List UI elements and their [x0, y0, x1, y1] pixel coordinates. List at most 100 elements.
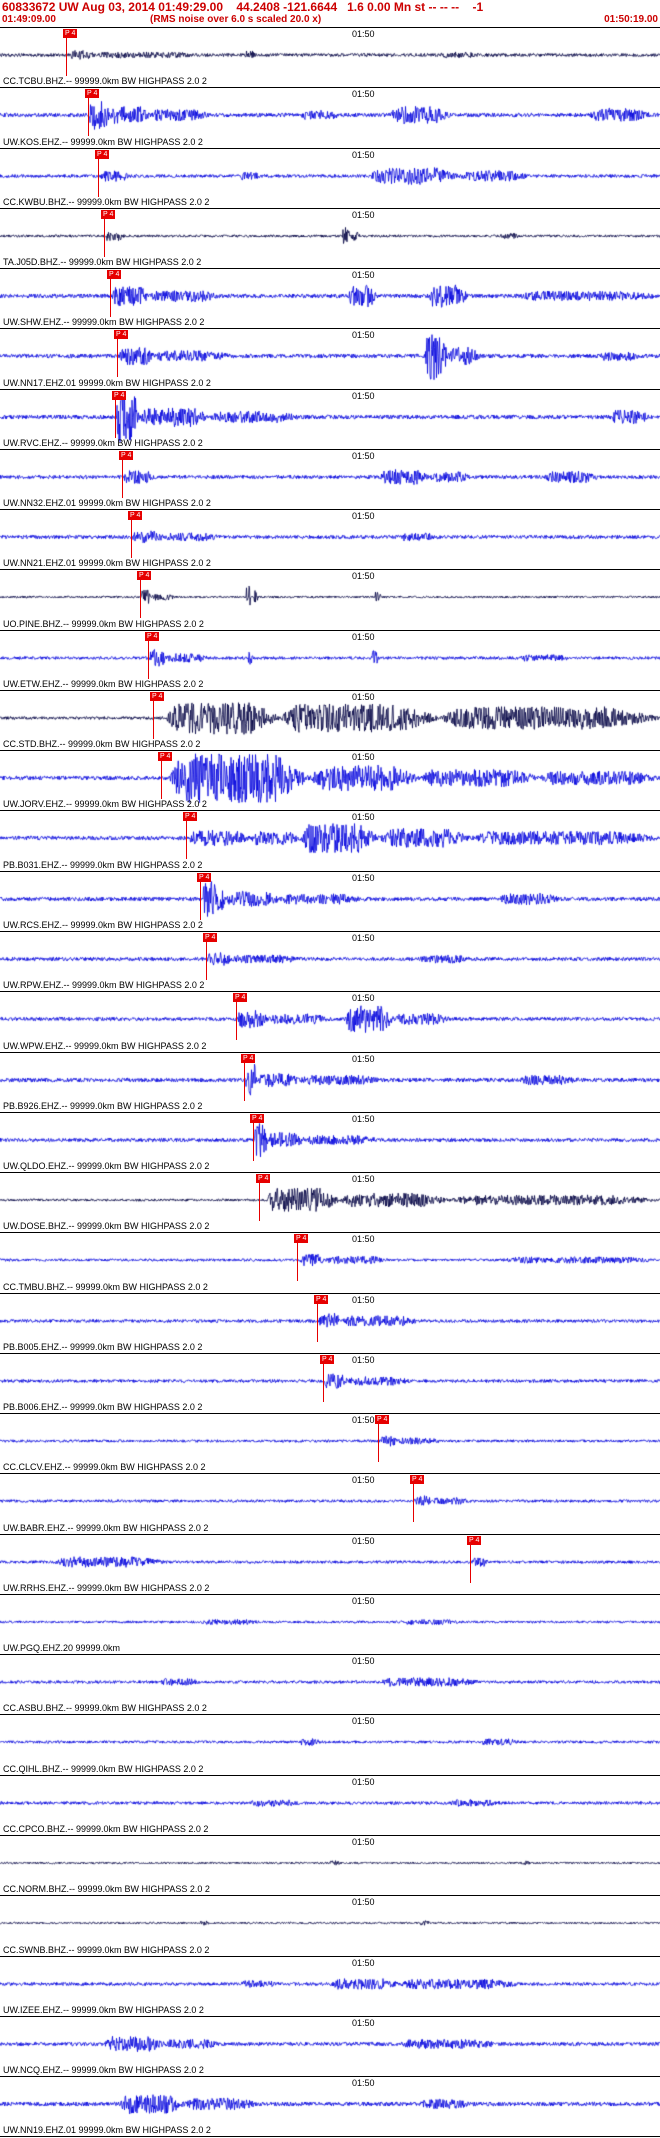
- pick-flag[interactable]: P 4: [137, 571, 152, 581]
- seismogram-waveform[interactable]: [0, 1052, 660, 1112]
- pick-flag[interactable]: P 4: [375, 1415, 390, 1425]
- pick-flag[interactable]: P 4: [203, 932, 218, 942]
- time-tick-label: 01:50: [352, 149, 375, 160]
- station-label[interactable]: UW.NCQ.EHZ.-- 99999.0km BW HIGHPASS 2.0 …: [3, 2065, 204, 2076]
- pick-flag[interactable]: P 4: [197, 872, 212, 882]
- time-tick-label: 01:50: [352, 330, 375, 341]
- pick-flag[interactable]: P 4: [95, 149, 110, 159]
- station-label[interactable]: UW.PGQ.EHZ.20 99999.0km: [3, 1643, 121, 1654]
- station-label[interactable]: UW.WPW.EHZ.-- 99999.0km BW HIGHPASS 2.0 …: [3, 1040, 207, 1051]
- seismogram-waveform[interactable]: [0, 389, 660, 449]
- station-label[interactable]: TA.J05D.BHZ.-- 99999.0km BW HIGHPASS 2.0…: [3, 257, 202, 268]
- pick-line-marker: [117, 338, 118, 378]
- pick-flag[interactable]: P 4: [85, 89, 100, 99]
- seismogram-waveform[interactable]: [0, 1112, 660, 1173]
- seismogram-waveform[interactable]: [0, 992, 660, 1052]
- seismogram-waveform[interactable]: [0, 1534, 660, 1594]
- pick-flag[interactable]: P 4: [241, 1053, 256, 1063]
- seismogram-waveform[interactable]: [0, 570, 660, 630]
- station-label[interactable]: PB.B926.EHZ.-- 99999.0km BW HIGHPASS 2.0…: [3, 1100, 203, 1111]
- pick-flag[interactable]: P 4: [250, 1113, 265, 1123]
- seismogram-waveform[interactable]: [0, 1233, 660, 1293]
- seismogram-waveform[interactable]: [0, 1715, 660, 1775]
- station-label[interactable]: PB.B006.EHZ.-- 99999.0km BW HIGHPASS 2.0…: [3, 1402, 203, 1413]
- pick-flag[interactable]: P 4: [112, 390, 127, 400]
- seismogram-waveform[interactable]: [0, 449, 660, 510]
- pick-flag[interactable]: P 4: [320, 1354, 335, 1364]
- station-label[interactable]: CC.TMBU.BHZ.-- 99999.0km BW HIGHPASS 2.0…: [3, 1281, 208, 1292]
- pick-flag[interactable]: P 4: [119, 450, 134, 460]
- station-label[interactable]: UW.ETW.EHZ.-- 99999.0km BW HIGHPASS 2.0 …: [3, 678, 204, 689]
- seismogram-waveform[interactable]: [0, 871, 660, 931]
- pick-flag[interactable]: P 4: [101, 209, 116, 219]
- station-label[interactable]: CC.QIHL.BHZ.-- 99999.0km BW HIGHPASS 2.0…: [3, 1763, 204, 1774]
- seismogram-waveform[interactable]: [0, 1775, 660, 1835]
- pick-flag[interactable]: P 4: [183, 812, 198, 822]
- pick-flag[interactable]: P 4: [150, 691, 165, 701]
- station-label[interactable]: CC.NORM.BHZ.-- 99999.0km BW HIGHPASS 2.0…: [3, 1884, 210, 1895]
- seismogram-waveform[interactable]: [0, 751, 660, 811]
- window-start-time: 01:49:09.00: [2, 14, 56, 25]
- pick-flag[interactable]: P 4: [145, 631, 160, 641]
- seismogram-waveform[interactable]: [0, 1293, 660, 1353]
- seismogram-waveform[interactable]: [0, 510, 660, 570]
- seismogram-waveform[interactable]: [0, 1594, 660, 1655]
- station-label[interactable]: UW.NN17.EHZ.01 99999.0km BW HIGHPASS 2.0…: [3, 377, 211, 388]
- station-label[interactable]: UW.JORV.EHZ.-- 99999.0km BW HIGHPASS 2.0…: [3, 799, 207, 810]
- seismogram-waveform[interactable]: [0, 931, 660, 992]
- seismogram-waveform[interactable]: [0, 148, 660, 208]
- pick-flag[interactable]: P 4: [114, 330, 129, 340]
- station-label[interactable]: UW.DOSE.BHZ.-- 99999.0km BW HIGHPASS 2.0…: [3, 1221, 210, 1232]
- station-label[interactable]: CC.ASBU.BHZ.-- 99999.0km BW HIGHPASS 2.0…: [3, 1703, 207, 1714]
- station-label[interactable]: PB.B005.EHZ.-- 99999.0km BW HIGHPASS 2.0…: [3, 1341, 203, 1352]
- station-label[interactable]: CC.SWNB.BHZ.-- 99999.0km BW HIGHPASS 2.0…: [3, 1944, 210, 1955]
- seismogram-waveform[interactable]: [0, 2016, 660, 2077]
- pick-flag[interactable]: P 4: [467, 1535, 482, 1545]
- pick-flag[interactable]: P 4: [233, 993, 248, 1003]
- seismogram-waveform[interactable]: [0, 1414, 660, 1474]
- station-label[interactable]: UW.NN21.EHZ.01 99999.0km BW HIGHPASS 2.0…: [3, 558, 211, 569]
- station-label[interactable]: CC.TCBU.BHZ.-- 99999.0km BW HIGHPASS 2.0…: [3, 76, 207, 87]
- pick-flag[interactable]: P 4: [128, 511, 143, 521]
- time-tick-label: 01:50: [352, 1836, 375, 1847]
- seismogram-waveform[interactable]: [0, 1655, 660, 1715]
- station-label[interactable]: UW.BABR.EHZ.-- 99999.0km BW HIGHPASS 2.0…: [3, 1522, 209, 1533]
- station-label[interactable]: UO.PINE.BHZ.-- 99999.0km BW HIGHPASS 2.0…: [3, 618, 204, 629]
- station-label[interactable]: UW.RRHS.EHZ.-- 99999.0km BW HIGHPASS 2.0…: [3, 1582, 210, 1593]
- station-label[interactable]: CC.CPCO.BHZ.-- 99999.0km BW HIGHPASS 2.0…: [3, 1823, 209, 1834]
- station-label[interactable]: UW.QLDO.EHZ.-- 99999.0km BW HIGHPASS 2.0…: [3, 1161, 210, 1172]
- station-label[interactable]: UW.IZEE.EHZ.-- 99999.0km BW HIGHPASS 2.0…: [3, 2004, 204, 2015]
- station-label[interactable]: UW.NN32.EHZ.01 99999.0km BW HIGHPASS 2.0…: [3, 498, 211, 509]
- pick-flag[interactable]: P 4: [314, 1294, 329, 1304]
- seismogram-waveform[interactable]: [0, 1835, 660, 1896]
- seismogram-waveform[interactable]: [0, 630, 660, 690]
- pick-flag[interactable]: P 4: [63, 29, 78, 38]
- seismogram-waveform[interactable]: [0, 690, 660, 751]
- seismogram-waveform[interactable]: [0, 811, 660, 871]
- pick-flag[interactable]: P 4: [410, 1475, 425, 1485]
- station-label[interactable]: UW.RVC.EHZ.-- 99999.0km BW HIGHPASS 2.0 …: [3, 437, 203, 448]
- seismogram-waveform[interactable]: [0, 1956, 660, 2016]
- station-label[interactable]: UW.RCS.EHZ.-- 99999.0km BW HIGHPASS 2.0 …: [3, 919, 203, 930]
- seismogram-waveform[interactable]: [0, 28, 660, 88]
- station-label[interactable]: CC.STD.BHZ.-- 99999.0km BW HIGHPASS 2.0 …: [3, 739, 201, 750]
- station-label[interactable]: UW.SHW.EHZ.-- 99999.0km BW HIGHPASS 2.0 …: [3, 317, 205, 328]
- seismogram-waveform[interactable]: [0, 1173, 660, 1233]
- seismogram-waveform[interactable]: [0, 2077, 660, 2137]
- station-label[interactable]: CC.CLCV.EHZ.-- 99999.0km BW HIGHPASS 2.0…: [3, 1462, 206, 1473]
- pick-flag[interactable]: P 4: [294, 1234, 309, 1244]
- seismogram-waveform[interactable]: [0, 329, 660, 389]
- pick-line-marker: [131, 519, 132, 559]
- station-label[interactable]: CC.KWBU.BHZ.-- 99999.0km BW HIGHPASS 2.0…: [3, 196, 210, 207]
- seismogram-waveform[interactable]: [0, 1474, 660, 1534]
- station-label[interactable]: UW.NN19.EHZ.01 99999.0km BW HIGHPASS 2.0…: [3, 2125, 211, 2136]
- seismogram-waveform[interactable]: [0, 88, 660, 148]
- pick-flag[interactable]: P 4: [256, 1174, 271, 1184]
- station-label[interactable]: UW.KOS.EHZ.-- 99999.0km BW HIGHPASS 2.0 …: [3, 136, 203, 147]
- pick-flag[interactable]: P 4: [158, 752, 173, 762]
- station-label[interactable]: PB.B031.EHZ.-- 99999.0km BW HIGHPASS 2.0…: [3, 859, 203, 870]
- station-label[interactable]: UW.RPW.EHZ.-- 99999.0km BW HIGHPASS 2.0 …: [3, 980, 205, 991]
- seismogram-waveform[interactable]: [0, 1896, 660, 1956]
- pick-line-marker: [297, 1242, 298, 1282]
- pick-flag[interactable]: P 4: [107, 270, 122, 280]
